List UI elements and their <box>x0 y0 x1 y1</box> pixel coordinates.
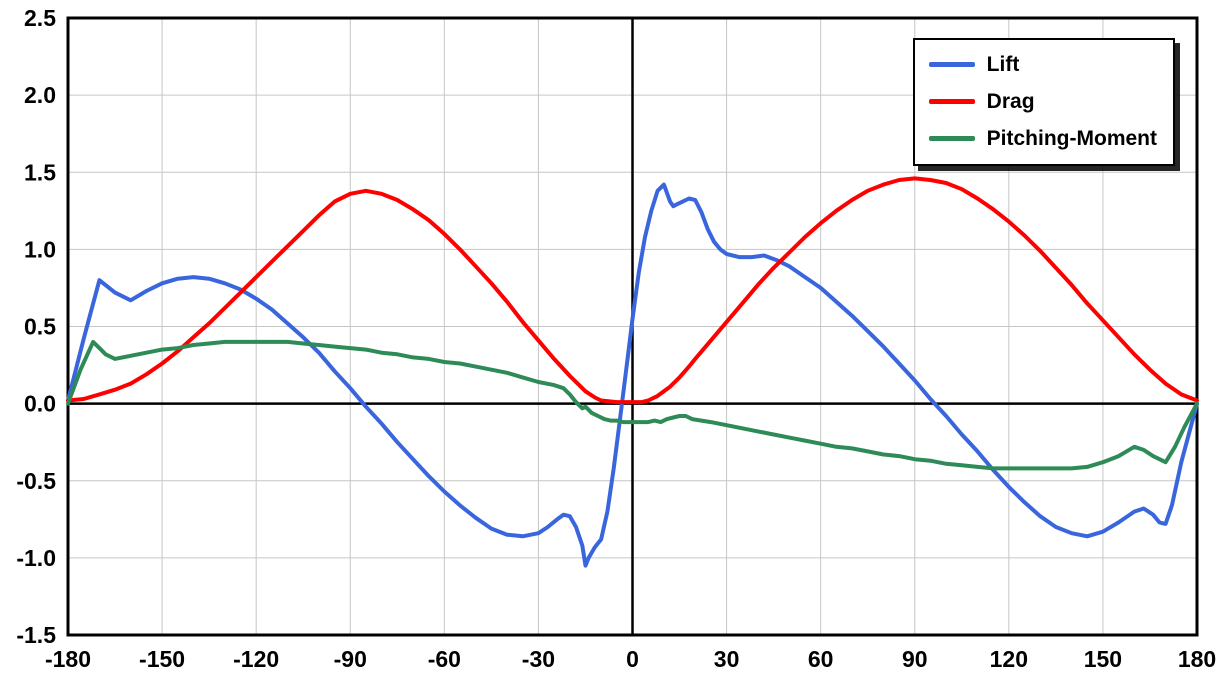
legend-label: Drag <box>986 89 1035 113</box>
x-tick-label: -120 <box>233 646 279 672</box>
legend-label: Pitching-Moment <box>986 126 1157 150</box>
x-tick-label: -180 <box>45 646 91 672</box>
x-tick-label: 90 <box>902 646 928 672</box>
chart-legend: Lift Drag Pitching-Moment <box>912 38 1175 166</box>
x-tick-label: 30 <box>714 646 740 672</box>
x-tick-label: 180 <box>1178 646 1216 672</box>
legend-item-pitching-moment: Pitching-Moment <box>928 124 1157 152</box>
legend-swatch <box>928 61 975 67</box>
y-tick-label: 1.0 <box>24 236 56 262</box>
y-tick-label: 2.0 <box>24 82 56 108</box>
x-tick-label: -90 <box>334 646 367 672</box>
x-tick-label: 120 <box>990 646 1028 672</box>
legend-swatch <box>928 135 975 141</box>
y-tick-label: 0.0 <box>24 391 56 417</box>
y-tick-label: 0.5 <box>24 314 56 340</box>
x-tick-label: 60 <box>808 646 834 672</box>
legend-item-drag: Drag <box>928 87 1157 115</box>
x-tick-label: -30 <box>522 646 555 672</box>
y-tick-label: 1.5 <box>24 159 56 185</box>
y-tick-label: -0.5 <box>16 468 56 494</box>
x-tick-label: 150 <box>1084 646 1122 672</box>
y-tick-label: 2.5 <box>24 5 56 31</box>
y-tick-label: -1.0 <box>16 545 56 571</box>
x-tick-label: 0 <box>626 646 639 672</box>
legend-item-lift: Lift <box>928 50 1157 78</box>
legend-swatch <box>928 98 975 104</box>
y-tick-label: -1.5 <box>16 622 56 648</box>
legend-label: Lift <box>986 52 1020 76</box>
x-tick-label: -150 <box>139 646 185 672</box>
x-tick-label: -60 <box>428 646 461 672</box>
